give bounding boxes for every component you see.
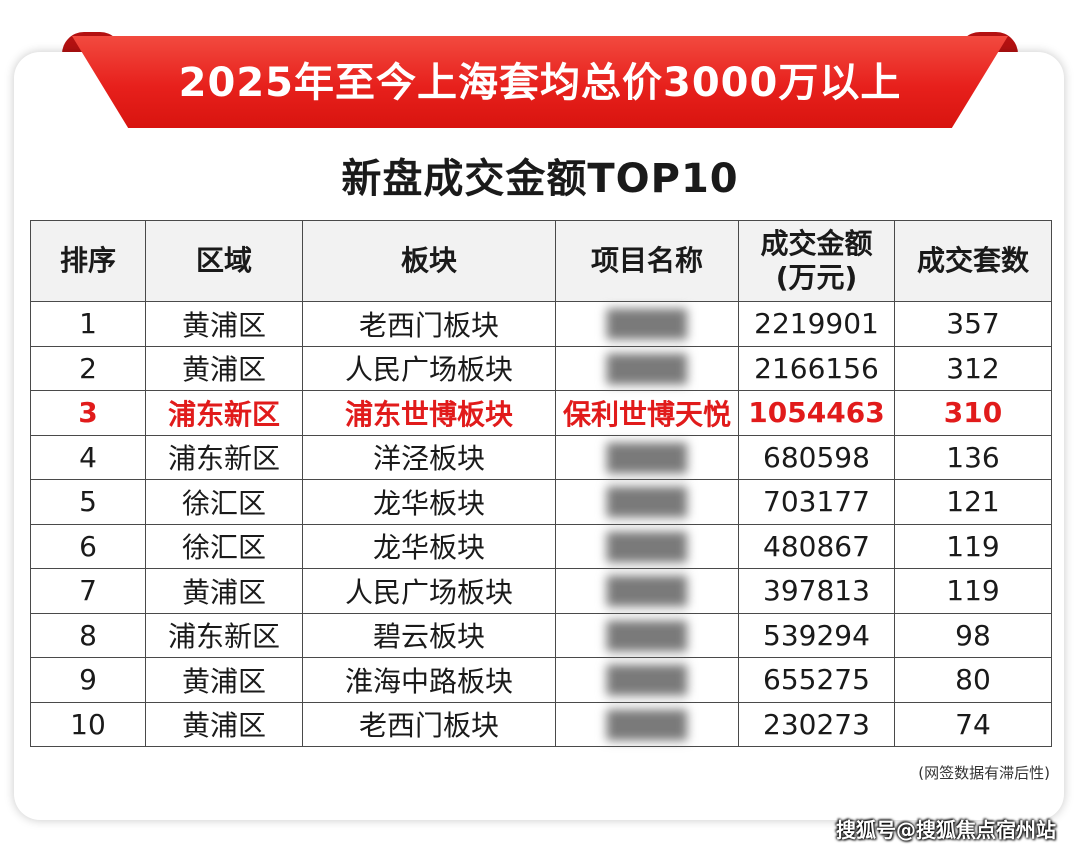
cell-amount: 397813: [738, 568, 895, 614]
cell-amount: 2166156: [738, 345, 895, 391]
cell-amount: 2219901: [738, 301, 895, 347]
header-sector: 板块: [302, 220, 556, 302]
cell-project: ████: [555, 479, 739, 525]
blurred-project-name: ████: [607, 666, 687, 697]
cell-rank: 10: [30, 701, 146, 747]
cell-sector: 洋泾板块: [302, 434, 556, 480]
cell-project: ████: [555, 434, 739, 480]
table-row: 2 黄浦区 人民广场板块 ████ 2166156 312: [30, 345, 1052, 391]
cell-units: 310: [894, 390, 1052, 436]
cell-units: 312: [894, 345, 1052, 391]
cell-amount: 655275: [738, 657, 895, 703]
cell-amount: 703177: [738, 479, 895, 525]
cell-units: 80: [894, 657, 1052, 703]
cell-district: 黄浦区: [145, 345, 303, 391]
cell-sector: 浦东世博板块: [302, 390, 556, 436]
cell-project: 保利世博天悦: [555, 390, 739, 436]
table-row: 4 浦东新区 洋泾板块 ████ 680598 136: [30, 434, 1052, 480]
table-subtitle: 新盘成交金额TOP10: [341, 156, 739, 202]
blurred-project-name: ████: [607, 577, 687, 608]
header-amount: 成交金额 (万元): [738, 220, 895, 302]
table-row: 10 黄浦区 老西门板块 ████ 230273 74: [30, 701, 1052, 747]
cell-rank: 6: [30, 523, 146, 569]
cell-amount: 1054463: [738, 390, 895, 436]
banner-title: 2025年至今上海套均总价3000万以上: [178, 60, 902, 106]
blurred-project-name: ████: [607, 443, 687, 474]
cell-district: 黄浦区: [145, 301, 303, 347]
header-rank: 排序: [30, 220, 146, 302]
cell-units: 119: [894, 568, 1052, 614]
cell-amount: 680598: [738, 434, 895, 480]
cell-rank: 5: [30, 479, 146, 525]
header-project: 项目名称: [555, 220, 739, 302]
blurred-project-name: ████: [607, 354, 687, 385]
cell-rank: 8: [30, 612, 146, 658]
table-row: 7 黄浦区 人民广场板块 ████ 397813 119: [30, 568, 1052, 614]
watermark: 搜狐号@搜狐焦点宿州站: [836, 818, 1056, 842]
cell-units: 121: [894, 479, 1052, 525]
cell-project: ████: [555, 657, 739, 703]
cell-district: 黄浦区: [145, 657, 303, 703]
cell-amount: 230273: [738, 701, 895, 747]
cell-rank: 9: [30, 657, 146, 703]
cell-rank: 1: [30, 301, 146, 347]
blurred-project-name: ████: [607, 621, 687, 652]
cell-district: 徐汇区: [145, 479, 303, 525]
cell-district: 黄浦区: [145, 701, 303, 747]
cell-district: 浦东新区: [145, 612, 303, 658]
cell-sector: 碧云板块: [302, 612, 556, 658]
title-banner: 2025年至今上海套均总价3000万以上: [72, 36, 1008, 128]
cell-sector: 龙华板块: [302, 479, 556, 525]
blurred-project-name: ████: [607, 488, 687, 519]
table-row: 3 浦东新区 浦东世博板块 保利世博天悦 1054463 310: [30, 390, 1052, 436]
table-row: 8 浦东新区 碧云板块 ████ 539294 98: [30, 612, 1052, 658]
blurred-project-name: ████: [607, 710, 687, 741]
footnote: (网签数据有滞后性): [918, 764, 1050, 782]
blurred-project-name: ████: [607, 310, 687, 341]
table-row: 5 徐汇区 龙华板块 ████ 703177 121: [30, 479, 1052, 525]
cell-rank: 7: [30, 568, 146, 614]
table-header-row: 排序 区域 板块 项目名称 成交金额 (万元) 成交套数: [30, 220, 1052, 302]
cell-sector: 人民广场板块: [302, 568, 556, 614]
cell-units: 357: [894, 301, 1052, 347]
cell-amount: 480867: [738, 523, 895, 569]
blurred-project-name: ████: [607, 532, 687, 563]
cell-sector: 老西门板块: [302, 301, 556, 347]
cell-sector: 人民广场板块: [302, 345, 556, 391]
cell-units: 119: [894, 523, 1052, 569]
header-units: 成交套数: [894, 220, 1052, 302]
cell-units: 136: [894, 434, 1052, 480]
cell-district: 浦东新区: [145, 390, 303, 436]
cell-project: ████: [555, 345, 739, 391]
cell-project: ████: [555, 301, 739, 347]
cell-district: 徐汇区: [145, 523, 303, 569]
cell-district: 浦东新区: [145, 434, 303, 480]
cell-sector: 老西门板块: [302, 701, 556, 747]
cell-amount: 539294: [738, 612, 895, 658]
cell-project: ████: [555, 568, 739, 614]
cell-rank: 4: [30, 434, 146, 480]
cell-project: ████: [555, 612, 739, 658]
cell-sector: 淮海中路板块: [302, 657, 556, 703]
ranking-table: 排序 区域 板块 项目名称 成交金额 (万元) 成交套数 1 黄浦区 老西门板块 ██…: [30, 220, 1052, 747]
cell-project: ████: [555, 701, 739, 747]
cell-rank: 3: [30, 390, 146, 436]
cell-rank: 2: [30, 345, 146, 391]
table-row: 6 徐汇区 龙华板块 ████ 480867 119: [30, 523, 1052, 569]
cell-units: 74: [894, 701, 1052, 747]
cell-project: ████: [555, 523, 739, 569]
header-district: 区域: [145, 220, 303, 302]
cell-sector: 龙华板块: [302, 523, 556, 569]
table-row: 1 黄浦区 老西门板块 ████ 2219901 357: [30, 301, 1052, 347]
table-row: 9 黄浦区 淮海中路板块 ████ 655275 80: [30, 657, 1052, 703]
cell-district: 黄浦区: [145, 568, 303, 614]
cell-units: 98: [894, 612, 1052, 658]
